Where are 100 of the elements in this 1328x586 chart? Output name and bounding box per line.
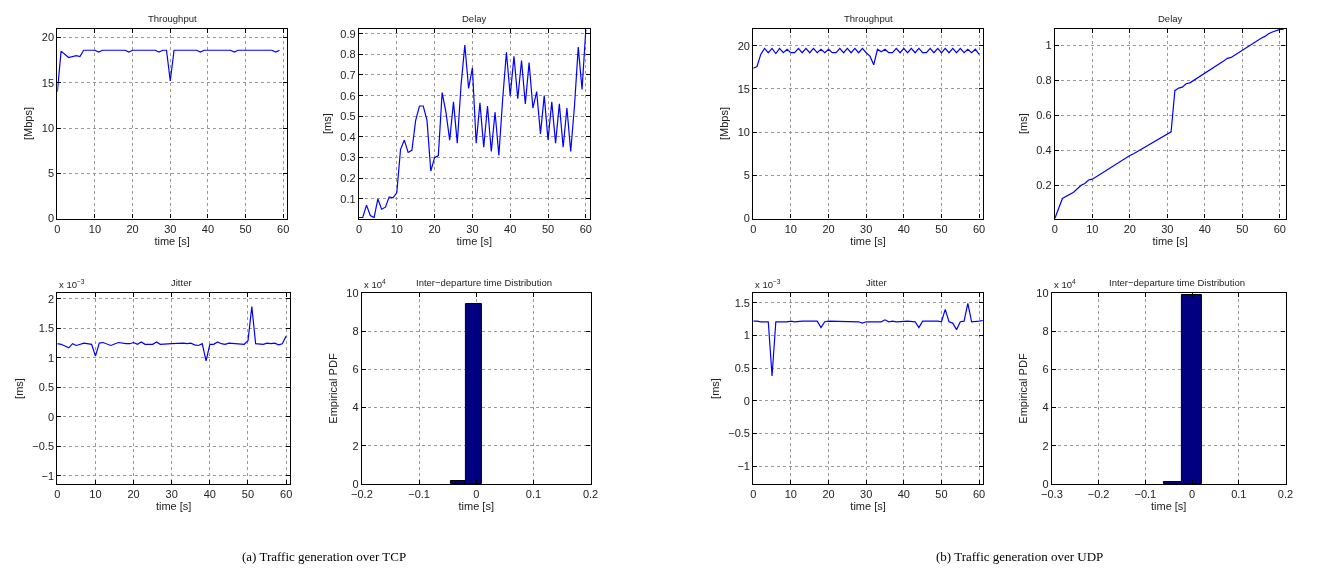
y-tick-label: 10 — [1036, 286, 1049, 299]
x-tick-label: 60 — [579, 222, 592, 235]
x-tick-label: 60 — [280, 488, 293, 501]
y-tick-label: 15 — [737, 82, 750, 95]
y-tick-label: 0.8 — [340, 48, 356, 61]
x-tick-label: 50 — [1236, 222, 1249, 235]
x-tick-label: 20 — [1123, 222, 1136, 235]
x-tick-label: 50 — [935, 488, 948, 501]
x-tick-label: 10 — [88, 222, 102, 235]
x-axis-title: time [s] — [1152, 234, 1188, 247]
y-tick-label: 1.5 — [38, 322, 55, 335]
y-tick-label: 20 — [41, 31, 55, 44]
x-axis-title: time [s] — [458, 500, 494, 513]
y-axis-title: [ms] — [321, 113, 333, 134]
x-tick-label: 10 — [390, 222, 403, 235]
y-tick-label: 6 — [1042, 363, 1049, 376]
y-tick-label: 1 — [743, 329, 750, 342]
y-tick-label: 1 — [1045, 39, 1052, 52]
text: (b) Traffic generation over UDP — [936, 549, 1104, 564]
line-series — [57, 305, 287, 362]
x-tick-label: −0.1 — [408, 488, 430, 501]
y-tick-label: 15 — [41, 76, 55, 89]
x-tick-label: 40 — [897, 222, 910, 235]
x-tick-label: 20 — [822, 222, 835, 235]
x-tick-label: 0.1 — [525, 488, 542, 501]
x-axis-title: time [s] — [850, 500, 886, 513]
y-tick-label: 0.1 — [340, 192, 356, 205]
y-tick-label: −0.5 — [32, 440, 55, 453]
x-tick-label: 0 — [473, 488, 480, 501]
y-tick-label: 0 — [352, 477, 359, 490]
y-tick-label: 0 — [47, 410, 55, 423]
y-axis-title: [Mbps] — [22, 107, 35, 141]
y-tick-label: −0.5 — [728, 427, 750, 440]
x-tick-label: 30 — [1161, 222, 1174, 235]
y-tick-label: 0.4 — [1036, 144, 1052, 157]
x-tick-label: 0.2 — [582, 488, 599, 501]
y-tick-label: 20 — [737, 39, 750, 52]
y-tick-label: 0 — [47, 212, 55, 225]
y-tick-label: 10 — [737, 126, 750, 139]
y-axis-title: Empirical PDF — [1016, 353, 1029, 424]
text: x 10$^{4}$ — [364, 278, 386, 290]
y-axis-title: [ms] — [1016, 113, 1029, 134]
x-tick-label: 40 — [897, 488, 910, 501]
x-tick-label: −0.1 — [1134, 488, 1157, 501]
x-tick-label: 20 — [822, 488, 835, 501]
x-tick-label: 40 — [201, 222, 215, 235]
y-tick-label: 0 — [743, 394, 750, 407]
y-tick-label: 0.6 — [1036, 109, 1052, 122]
y-tick-label: 0.4 — [340, 130, 356, 143]
x-tick-label: 0.1 — [1231, 488, 1247, 501]
x-tick-label: 40 — [203, 488, 216, 501]
x-axis-title: time [s] — [456, 234, 492, 247]
chart-title: Delay — [1158, 13, 1183, 24]
x-tick-label: 0.2 — [1277, 488, 1294, 501]
x-tick-label: 60 — [277, 222, 290, 235]
x-tick-label: 10 — [1086, 222, 1099, 235]
chart-title: Throughput — [844, 13, 893, 24]
y-tick-label: 4 — [352, 401, 359, 414]
x-tick-label: 50 — [935, 222, 948, 235]
y-axis-title: Empirical PDF — [327, 353, 340, 424]
text: (a) Traffic generation over TCP — [242, 549, 407, 564]
x-tick-label: 50 — [541, 222, 555, 235]
line-series — [1054, 28, 1285, 219]
chart-title: Inter−departure time Distribution — [1109, 277, 1245, 288]
x-tick-label: −0.2 — [1087, 488, 1110, 501]
y-tick-label: 0.3 — [340, 151, 356, 164]
y-tick-label: 8 — [352, 325, 359, 338]
x-tick-label: 50 — [239, 222, 252, 235]
y-tick-label: 0.9 — [340, 27, 356, 40]
x-tick-label: 30 — [860, 488, 873, 501]
y-tick-label: −1 — [737, 460, 750, 473]
x-tick-label: 20 — [428, 222, 441, 235]
x-tick-label: 40 — [1198, 222, 1211, 235]
text: x 10$^{4}$ — [1054, 278, 1076, 290]
x-tick-label: −0.2 — [351, 488, 373, 501]
y-tick-label: 0.5 — [38, 381, 55, 394]
y-tick-label: 8 — [1042, 325, 1049, 338]
y-tick-label: 6 — [352, 363, 359, 376]
x-tick-label: 20 — [126, 222, 139, 235]
x-axis-title: time [s] — [155, 500, 192, 513]
x-tick-label: 60 — [1273, 222, 1286, 235]
x-tick-label: 30 — [165, 488, 178, 501]
x-tick-label: 40 — [504, 222, 517, 235]
x-tick-label: 0 — [1189, 488, 1196, 501]
y-tick-label: 0.8 — [1036, 74, 1052, 87]
y-tick-label: 1 — [47, 351, 55, 364]
x-axis-title: time [s] — [850, 234, 886, 247]
x-tick-label: 10 — [89, 488, 102, 501]
x-tick-label: 10 — [784, 222, 797, 235]
y-tick-label: 10 — [41, 121, 55, 134]
y-tick-label: 0.6 — [340, 89, 356, 102]
x-tick-label: 10 — [784, 488, 797, 501]
y-tick-label: 2 — [1042, 439, 1049, 452]
chart-title: Delay — [462, 13, 487, 24]
x-tick-label: 50 — [241, 488, 255, 501]
y-tick-label: −1 — [41, 469, 55, 482]
y-tick-label: 1.5 — [734, 296, 750, 309]
chart-title: Throughput — [148, 13, 197, 24]
y-tick-label: 0.2 — [1036, 179, 1052, 192]
chart-title: Jitter — [171, 277, 192, 288]
